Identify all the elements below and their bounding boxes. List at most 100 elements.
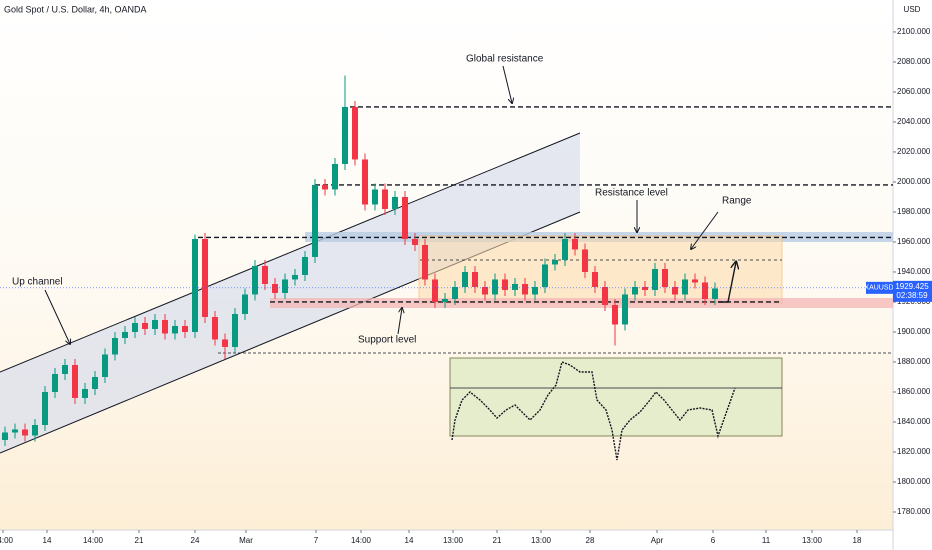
candle-body: [62, 364, 68, 374]
candle-body: [592, 271, 598, 287]
x-tick-label: 14:00: [351, 536, 372, 545]
x-tick-label: 14:00: [83, 536, 104, 545]
candle-body: [122, 331, 128, 338]
candle-body: [542, 264, 548, 287]
up-channel: [0, 133, 580, 453]
y-tick-label: 1800.000: [897, 477, 931, 486]
candle-body: [322, 184, 328, 190]
candle-body: [392, 196, 398, 209]
candle-body: [272, 283, 278, 293]
candle-body: [132, 322, 138, 332]
x-tick-label: Mar: [239, 536, 253, 545]
candle-body: [702, 282, 708, 299]
candle-body: [212, 316, 218, 340]
candle-body: [572, 238, 578, 250]
candle-body: [652, 268, 658, 290]
candle-body: [82, 388, 88, 398]
y-tick-label: 2020.000: [897, 147, 931, 156]
support-zone: [270, 298, 893, 308]
candle-body: [282, 279, 288, 293]
candle-body: [52, 373, 58, 392]
candle-body: [442, 298, 448, 302]
last-price-label: 1929.425: [895, 282, 929, 291]
candle-body: [342, 106, 348, 164]
candle-body: [2, 432, 8, 440]
annotation: Up channel: [12, 277, 63, 288]
candle-body: [332, 163, 338, 190]
y-tick-label: 1860.000: [897, 387, 931, 396]
x-tick-label: 21: [493, 536, 502, 545]
price-axis-background: [893, 0, 932, 550]
y-tick-label: 2080.000: [897, 57, 931, 66]
candle-body: [72, 364, 78, 398]
inset-schematic: [451, 361, 736, 461]
candle-body: [232, 313, 238, 347]
x-tick-label: 7: [314, 536, 319, 545]
y-tick-label: 1780.000: [897, 507, 931, 516]
candle-body: [162, 319, 168, 334]
annotation: Resistance level: [595, 188, 668, 199]
x-tick-label: 24: [191, 536, 200, 545]
candle-body: [482, 286, 488, 295]
y-tick-label: 1980.000: [897, 207, 931, 216]
x-tick-label: 13:00: [802, 536, 823, 545]
y-tick-label: 2100.000: [897, 27, 931, 36]
y-tick-label: 1840.000: [897, 417, 931, 426]
candle-body: [452, 286, 458, 299]
currency: USD: [904, 5, 921, 14]
annotation: Global resistance: [466, 54, 544, 65]
y-tick-label: 1820.000: [897, 447, 931, 456]
candle-body: [222, 339, 228, 347]
candle-body: [662, 268, 668, 287]
range-box: [418, 235, 783, 304]
candle-body: [142, 322, 148, 329]
chart-title: Gold Spot / U.S. Dollar, 4h, OANDA: [4, 4, 147, 14]
candle-body: [92, 376, 98, 389]
candle-body: [252, 265, 258, 295]
candle-body: [612, 304, 618, 325]
y-tick-label: 1940.000: [897, 267, 931, 276]
candle-body: [692, 279, 698, 283]
candle-body: [242, 294, 248, 314]
y-tick-label: 1900.000: [897, 327, 931, 336]
x-tick-label: 6: [711, 536, 716, 545]
candle-body: [532, 286, 538, 295]
arrow: [397, 308, 402, 335]
candle-body: [182, 325, 188, 332]
candle-body: [622, 294, 628, 325]
annotation: Support level: [358, 335, 416, 346]
x-tick-label: 11: [762, 536, 771, 545]
candle-body: [582, 249, 588, 272]
x-tick-label: 13:00: [531, 536, 552, 545]
symbol-tag: [866, 281, 893, 294]
candle-body: [42, 391, 48, 425]
price-tag: [893, 280, 932, 302]
candle-body: [712, 288, 718, 299]
candle-body: [172, 325, 178, 334]
candle-body: [432, 279, 438, 302]
x-tick-label: Apr: [651, 536, 664, 545]
candle-body: [372, 189, 378, 205]
candle-body: [22, 429, 28, 436]
arrow: [44, 289, 70, 344]
candle-body: [472, 271, 478, 287]
inset-box: [449, 357, 783, 437]
candle-body: [112, 337, 118, 355]
candle-body: [602, 286, 608, 305]
candle-body: [562, 238, 568, 260]
candle-body: [302, 256, 308, 275]
candle-body: [152, 319, 158, 329]
candle-body: [552, 259, 558, 265]
candle-body: [502, 279, 508, 290]
candle-body: [632, 286, 638, 295]
x-tick-label: 21: [135, 536, 144, 545]
candle-body: [352, 106, 358, 160]
x-tick-label: 14: [405, 536, 414, 545]
candle-body: [522, 283, 528, 295]
x-tick-label: 13:00: [443, 536, 464, 545]
y-tick-label: 2060.000: [897, 87, 931, 96]
candle-body: [512, 283, 518, 290]
y-tick-label: 2040.000: [897, 117, 931, 126]
candle-body: [202, 238, 208, 317]
